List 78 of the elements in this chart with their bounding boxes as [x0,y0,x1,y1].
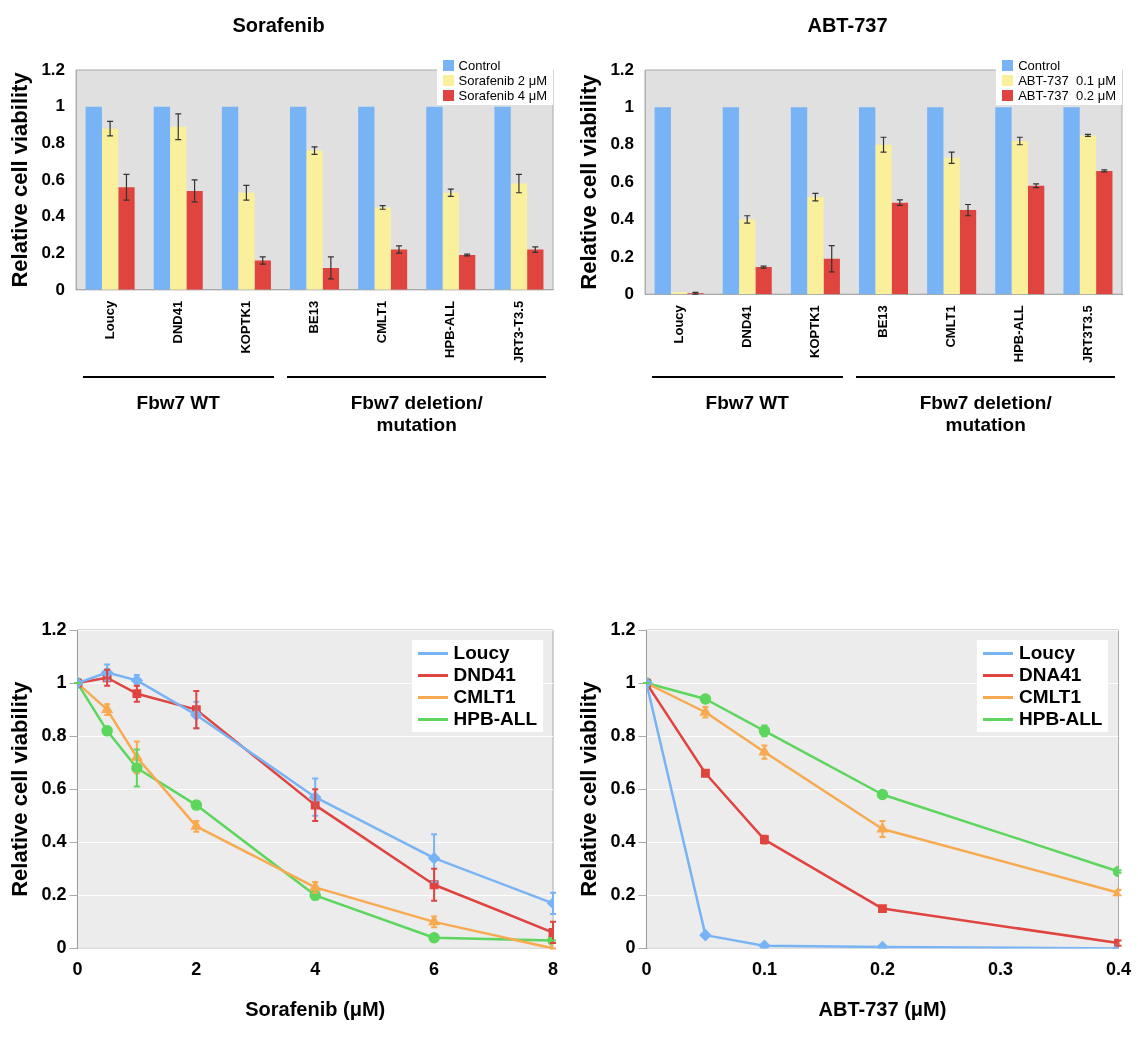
x-tick-label: 0.1 [751,959,777,980]
x-axis-title: Sorafenib (μM) [245,997,386,1020]
x-tick-label: BE13 [306,300,322,334]
y-tick-label: 1 [625,672,636,693]
x-tick-label: DND41 [169,300,185,344]
y-tick-label: 0.6 [41,169,66,189]
x-tick-label: CMLT1 [374,300,390,344]
x-tick-label: Loucy [670,304,686,344]
y-tick-label: 0.4 [41,831,67,852]
legend-label: ABT-737 0.2 μM [1018,88,1116,103]
x-tick-label: 0.4 [1105,959,1131,980]
y-axis-title: Relative cell viability [576,73,602,290]
x-tick-label: HPB-ALL [1011,305,1027,363]
y-tick-label: 0.2 [41,884,67,905]
x-tick-label: JRT3-T3.5 [510,300,526,364]
text: Fbw7 deletion/ mutation [918,392,1053,436]
legend-label: CMLT1 [453,686,516,708]
y-tick-label: 0.8 [41,132,66,152]
text: Fbw7 deletion/ mutation [349,392,484,436]
y-tick-label: 1 [624,97,635,117]
y-tick-label: 0.8 [41,725,67,746]
y-axis-title: Relative cell viability [7,71,33,288]
x-tick-label: 4 [310,959,321,980]
x-tick-label: 6 [429,959,440,980]
y-tick-label: 0.8 [610,725,636,746]
x-tick-label: 0 [641,959,652,980]
y-tick-label: 0 [624,283,635,303]
text: Fbw7 WT [704,392,790,414]
y-tick-label: 0 [625,937,636,958]
y-tick-label: 0.2 [41,242,66,262]
x-tick-label: 8 [547,959,559,980]
y-tick-label: 0.4 [610,209,635,229]
y-tick-label: 0.6 [41,778,67,799]
legend-label: DND41 [453,664,516,686]
x-tick-label: 0.3 [987,959,1013,980]
y-axis-title: Relative cell viability [576,680,602,897]
y-tick-label: 1 [55,96,66,116]
x-tick-label: HPB-ALL [442,300,458,358]
legend-label: Control [458,58,501,73]
x-axis-title: ABT-737 (μM) [818,997,947,1020]
y-tick-label: 0 [56,937,67,958]
x-tick-label: KOPTK1 [237,300,253,354]
y-tick-label: 1.2 [610,59,635,79]
legend-label: Loucy [453,642,510,664]
legend-label: Sorafenib 2 μM [458,73,547,88]
y-tick-label: 1 [56,672,67,693]
y-tick-label: 0.8 [610,134,635,154]
x-tick-label: CMLT1 [943,305,959,348]
legend-label: ABT-737 0.1 μM [1018,73,1116,88]
x-tick-label: Loucy [101,300,117,340]
y-tick-label: 0.2 [610,246,635,266]
y-tick-label: 0.6 [610,171,635,191]
y-tick-label: 0.4 [610,831,636,852]
legend-label: HPB-ALL [1019,708,1103,730]
legend-label: Sorafenib 4 μM [458,88,547,103]
x-tick-label: BE13 [875,305,891,338]
y-tick-label: 1.2 [41,59,66,79]
x-tick-label: 0 [72,959,83,980]
legend-label: Loucy [1019,642,1076,664]
x-tick-label: 2 [191,959,202,980]
legend-label: HPB-ALL [453,708,537,730]
legend-label: Control [1018,58,1061,73]
text: Fbw7 WT [135,392,221,414]
x-tick-label: DND41 [738,305,754,348]
x-tick-label: KOPTK1 [806,305,822,358]
chart-title: Sorafenib [232,13,325,36]
y-axis-title: Relative cell viability [7,680,33,897]
y-tick-label: 0 [55,279,66,299]
x-tick-label: JRT3T3.5 [1079,305,1095,364]
y-tick-label: 1.2 [41,618,67,639]
y-tick-label: 1.2 [610,618,636,639]
legend-label: DNA41 [1019,664,1082,686]
y-tick-label: 0.4 [41,206,66,226]
x-tick-label: 0.2 [869,959,895,980]
chart-title: ABT-737 [807,13,888,36]
y-tick-label: 0.6 [610,778,636,799]
legend-label: CMLT1 [1019,686,1082,708]
y-tick-label: 0.2 [610,884,636,905]
